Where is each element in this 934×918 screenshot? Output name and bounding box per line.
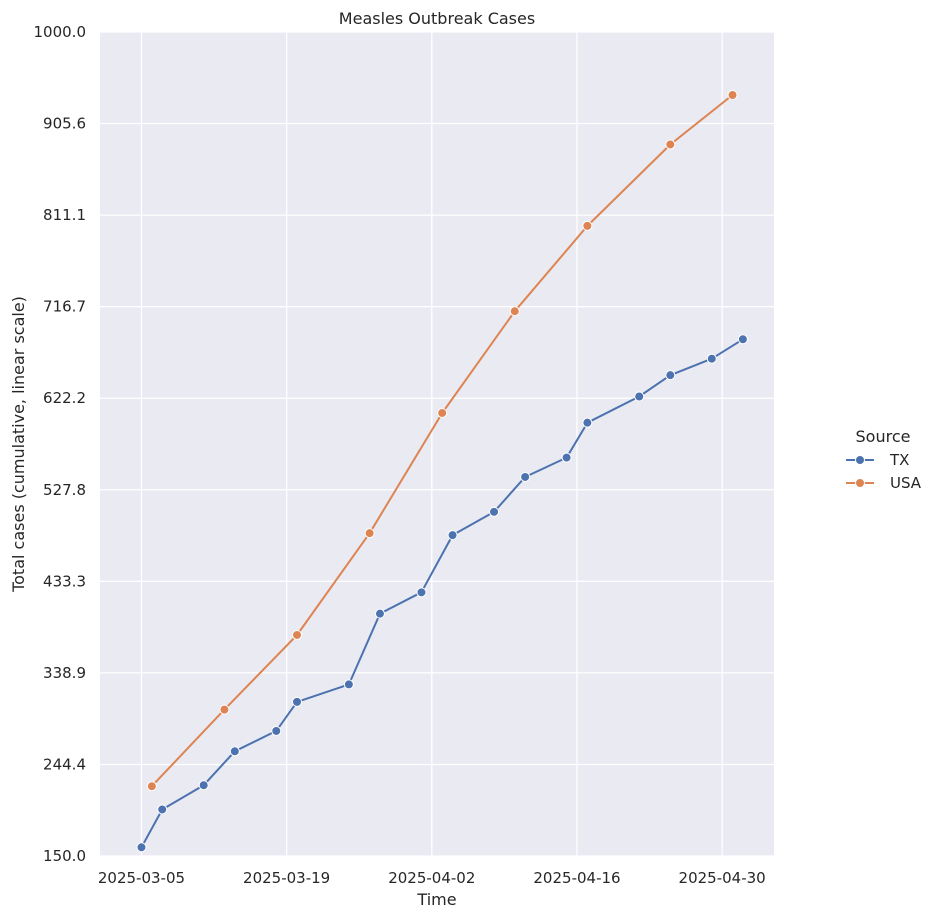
- data-point-tx: [561, 452, 572, 463]
- data-point-tx: [582, 417, 593, 428]
- data-point-tx: [489, 506, 500, 517]
- data-point-tx: [136, 842, 147, 853]
- y-axis-label: Total cases (cumulative, linear scale): [9, 296, 28, 593]
- data-point-tx: [271, 725, 282, 736]
- data-point-usa: [509, 306, 520, 317]
- data-point-usa: [582, 220, 593, 231]
- legend-label-usa: USA: [890, 474, 922, 492]
- y-tick-label: 905.6: [43, 115, 86, 133]
- grid-lines: [100, 31, 774, 857]
- data-point-tx: [198, 780, 209, 791]
- data-point-tx: [292, 696, 303, 707]
- series-line-tx: [140, 338, 744, 848]
- data-point-usa: [292, 629, 303, 640]
- y-tick-label: 1000.0: [34, 23, 87, 41]
- data-point-tx: [634, 391, 645, 402]
- data-point-tx: [374, 608, 385, 619]
- data-point-tx: [665, 370, 676, 381]
- data-point-usa: [219, 704, 230, 715]
- legend-title: Source: [856, 427, 911, 446]
- legend-marker-usa: [855, 478, 865, 488]
- y-tick-label: 150.0: [43, 847, 86, 865]
- y-tick-label: 716.7: [43, 298, 86, 316]
- x-tick-label: 2025-03-05: [98, 869, 185, 887]
- data-point-usa: [665, 139, 676, 150]
- data-point-usa: [437, 407, 448, 418]
- y-tick-label: 433.3: [43, 572, 86, 590]
- plot-background: [100, 32, 774, 856]
- data-point-usa: [727, 90, 738, 101]
- data-point-tx: [447, 530, 458, 541]
- x-axis-label: Time: [416, 890, 456, 909]
- y-tick-label: 811.1: [43, 206, 86, 224]
- y-tick-label: 244.4: [43, 755, 86, 773]
- data-point-tx: [416, 587, 427, 598]
- legend-label-tx: TX: [889, 451, 909, 469]
- series-layer: [136, 90, 748, 853]
- x-tick-label: 2025-03-19: [243, 869, 330, 887]
- y-tick-labels: 150.0 244.4 338.9 433.3 527.8 622.2 716.7 811.1…: [34, 23, 87, 865]
- data-point-usa: [364, 528, 375, 539]
- data-point-tx: [737, 334, 748, 345]
- x-tick-label: 2025-04-30: [679, 869, 766, 887]
- x-tick-label: 2025-04-16: [533, 869, 620, 887]
- x-tick-label: 2025-04-02: [388, 869, 475, 887]
- y-tick-label: 622.2: [43, 389, 86, 407]
- data-point-usa: [146, 781, 157, 792]
- data-point-tx: [157, 804, 168, 815]
- y-tick-label: 527.8: [43, 481, 86, 499]
- y-tick-label: 338.9: [43, 664, 86, 682]
- legend-marker-tx: [855, 455, 865, 465]
- data-point-tx: [520, 471, 531, 482]
- data-point-tx: [706, 353, 717, 364]
- data-point-tx: [229, 746, 240, 757]
- data-point-tx: [343, 679, 354, 690]
- chart-title: Measles Outbreak Cases: [339, 9, 535, 28]
- x-tick-labels: 2025-03-05 2025-03-19 2025-04-02 2025-04-16…: [98, 869, 766, 887]
- legend: Source TX USA: [846, 427, 922, 492]
